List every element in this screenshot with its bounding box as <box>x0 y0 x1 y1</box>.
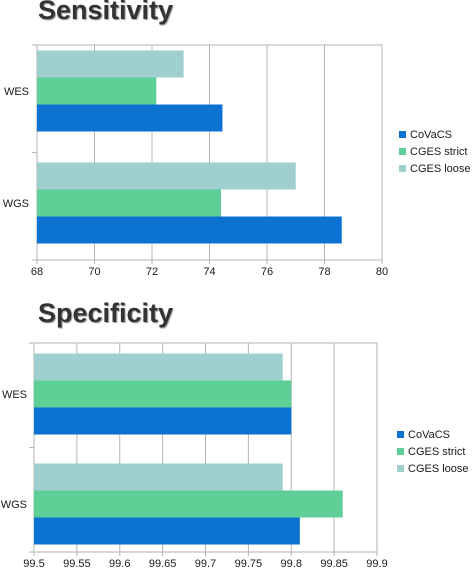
legend-swatch <box>397 431 404 438</box>
x-tick-label: 99.6 <box>109 558 130 570</box>
legend-label: CoVaCS <box>410 129 452 141</box>
legend-label: CoVaCS <box>408 429 450 441</box>
legend-label: CGES loose <box>408 463 469 475</box>
bar-cges-loose <box>34 353 283 381</box>
x-tick-label: 99.65 <box>149 558 177 570</box>
x-tick-label: 74 <box>203 266 215 278</box>
x-tick-label: 70 <box>88 266 100 278</box>
bar-covacs <box>37 216 342 244</box>
y-category-label: WGS <box>3 198 29 210</box>
bar-cges-strict <box>37 77 157 105</box>
specificity-panel: Specificity 99.5 99.55 99.6 99.65 99.7 99.75 9… <box>0 290 473 579</box>
bar-cges-strict <box>34 380 292 408</box>
x-tick-label: 99.85 <box>320 558 348 570</box>
chart-title: Specificity <box>38 298 174 328</box>
x-tick-label: 99.8 <box>281 558 302 570</box>
sensitivity-panel: Sensitivity 68 70 72 74 76 78 80 WES WGS CoVaCS CG… <box>3 0 471 278</box>
bar-cges-strict <box>34 490 343 518</box>
x-tick-label: 99.7 <box>195 558 216 570</box>
bar-cges-loose <box>37 50 184 78</box>
x-tick-label: 72 <box>146 266 158 278</box>
bar-covacs <box>37 104 223 132</box>
legend-swatch <box>397 448 404 455</box>
x-tick-label: 99.75 <box>235 558 263 570</box>
chart-title: Sensitivity <box>38 0 174 25</box>
sensitivity-chart: 68 70 72 74 76 78 80 WES WGS CoVaCS CGES strict CGE… <box>3 44 471 278</box>
y-category-label: WES <box>4 86 29 98</box>
y-category-label: WES <box>2 389 27 401</box>
bar-cges-loose <box>37 162 296 190</box>
bar-cges-strict <box>37 189 221 217</box>
legend-swatch <box>397 465 404 472</box>
x-tick-label: 99.55 <box>63 558 91 570</box>
bar-covacs <box>34 517 300 545</box>
legend-swatch <box>399 148 406 155</box>
legend-swatch <box>399 131 406 138</box>
bar-covacs <box>34 407 292 435</box>
specificity-chart: 99.5 99.55 99.6 99.65 99.7 99.75 99.8 99.85 99.9… <box>1 342 469 570</box>
x-tick-label: 78 <box>318 266 330 278</box>
x-tick-label: 68 <box>31 266 43 278</box>
bar-cges-loose <box>34 463 283 491</box>
y-category-label: WGS <box>1 499 27 511</box>
legend-label: CGES strict <box>410 146 467 158</box>
x-tick-label: 76 <box>261 266 273 278</box>
x-tick-label: 99.5 <box>23 558 44 570</box>
x-tick-label: 80 <box>376 266 388 278</box>
legend-label: CGES strict <box>408 446 465 458</box>
legend-label: CGES loose <box>410 163 471 175</box>
x-tick-label: 99.9 <box>366 558 387 570</box>
legend-swatch <box>399 165 406 172</box>
